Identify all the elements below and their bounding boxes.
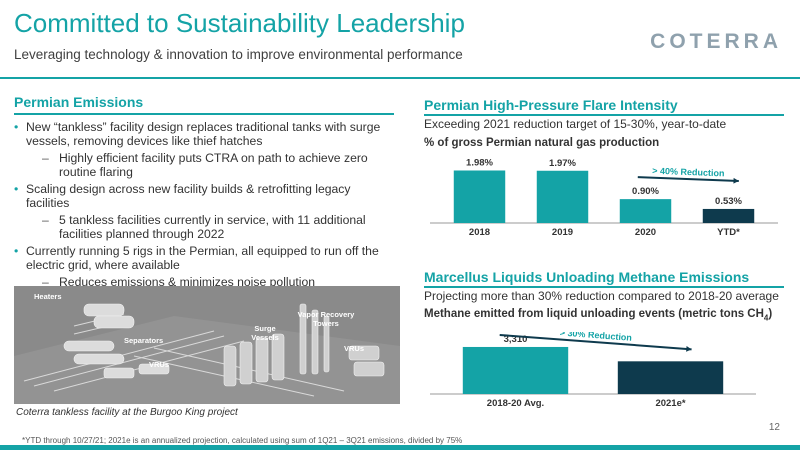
methane-chart-title: Marcellus Liquids Unloading Methane Emis… xyxy=(424,269,750,285)
reduction-annotation: > 40% Reduction xyxy=(652,166,725,179)
footer-rule xyxy=(0,445,800,450)
reduction-arrow-head xyxy=(733,177,739,184)
footnote: *YTD through 10/27/21; 2021e is an annua… xyxy=(22,436,463,445)
label-vrus-left: VRUs xyxy=(149,360,170,369)
methane-rule xyxy=(424,286,784,288)
methane-measure-close: ) xyxy=(768,307,773,320)
label-vapor-recovery: Vapor Recovery Towers xyxy=(297,310,355,328)
category-tick-label: 2019 xyxy=(552,227,573,238)
bar-2021e* xyxy=(617,361,724,394)
category-tick-label: 2020 xyxy=(635,227,656,238)
sub-bullet-item: Reduces emissions & minimizes noise poll… xyxy=(14,275,394,290)
reduction-arrow-head xyxy=(686,346,692,352)
category-tick-label: 2018 xyxy=(469,227,490,238)
facility-drawing xyxy=(14,286,400,404)
sub-bullet-item: Highly efficient facility puts CTRA on p… xyxy=(14,151,394,180)
methane-measure-text: Methane emitted from liquid unloading ev… xyxy=(424,307,764,320)
bar-value-label: 1.97% xyxy=(549,158,576,169)
bar-value-label: 0.53% xyxy=(715,196,742,207)
bar-value-label: 0.90% xyxy=(632,186,659,197)
category-tick-label: 2018-20 Avg. xyxy=(487,398,544,409)
bar-value-label: 1.98% xyxy=(466,157,493,168)
flare-chart-subtitle: Exceeding 2021 reduction target of 15-30… xyxy=(424,116,727,131)
bar-YTD* xyxy=(702,208,755,223)
bar-2020 xyxy=(619,199,672,223)
category-tick-label: YTD* xyxy=(717,227,740,238)
company-logo: COTERRA xyxy=(650,30,782,53)
page-number: 12 xyxy=(768,422,780,433)
flare-chart-title: Permian High-Pressure Flare Intensity xyxy=(424,97,678,113)
sub-bullet-item: 5 tankless facilities currently in servi… xyxy=(14,213,394,242)
flare-bar-chart: 1.98% 2018 1.97% 2019 0.90% 2020 0.53% YTD* > 40… xyxy=(430,157,778,238)
methane-section: Marcellus Liquids Unloading Methane Emis… xyxy=(424,269,784,322)
reduction-arrow-line xyxy=(499,333,692,351)
bullet-item: Currently running 5 rigs in the Permian,… xyxy=(14,244,394,273)
header-rule xyxy=(0,77,800,79)
methane-chart-measure: Methane emitted from liquid unloading ev… xyxy=(424,308,784,322)
category-tick-label: 2021e* xyxy=(655,398,685,409)
flare-chart-measure: % of gross Permian natural gas productio… xyxy=(424,136,660,149)
bar-2018 xyxy=(453,170,506,223)
bullet-item: New “tankless” facility design replaces … xyxy=(14,120,394,149)
section-heading: Permian Emissions xyxy=(14,94,144,110)
bar-2019 xyxy=(536,170,589,223)
bullet-list: New “tankless” facility design replaces … xyxy=(14,120,394,290)
methane-measure-subscript: 4 xyxy=(763,312,769,322)
slide-title: Committed to Sustainability Leadership xyxy=(14,8,465,38)
section-rule xyxy=(14,113,394,115)
methane-bar-chart: 3,310 2018-20 Avg. 2021e* > 30% Reduction xyxy=(430,332,756,409)
permian-emissions-section: Permian Emissions New “tankless” facilit… xyxy=(14,94,394,289)
bar-2018-20 Avg. xyxy=(462,346,569,394)
bar-value-label: 3,310 xyxy=(504,334,528,345)
bullet-item: Scaling design across new facility build… xyxy=(14,182,394,211)
slide-subtitle: Leveraging technology & innovation to im… xyxy=(14,47,463,62)
label-surge-vessels: Surge Vessels xyxy=(251,324,279,342)
reduction-arrow-line xyxy=(637,176,739,182)
flare-intensity-section: Permian High-Pressure Flare Intensity Ex… xyxy=(424,97,784,149)
flare-rule xyxy=(424,114,784,116)
label-separators: Separators xyxy=(124,336,164,345)
label-heaters: Heaters xyxy=(34,292,62,301)
methane-chart-subtitle: Projecting more than 30% reduction compa… xyxy=(424,288,779,303)
image-caption: Coterra tankless facility at the Burgoo … xyxy=(16,407,238,418)
label-vrus-right: VRUs xyxy=(344,344,365,353)
facility-image: Heaters Separators VRUs Surge Vessels Va… xyxy=(14,286,400,404)
reduction-annotation: > 30% Reduction xyxy=(559,332,632,343)
